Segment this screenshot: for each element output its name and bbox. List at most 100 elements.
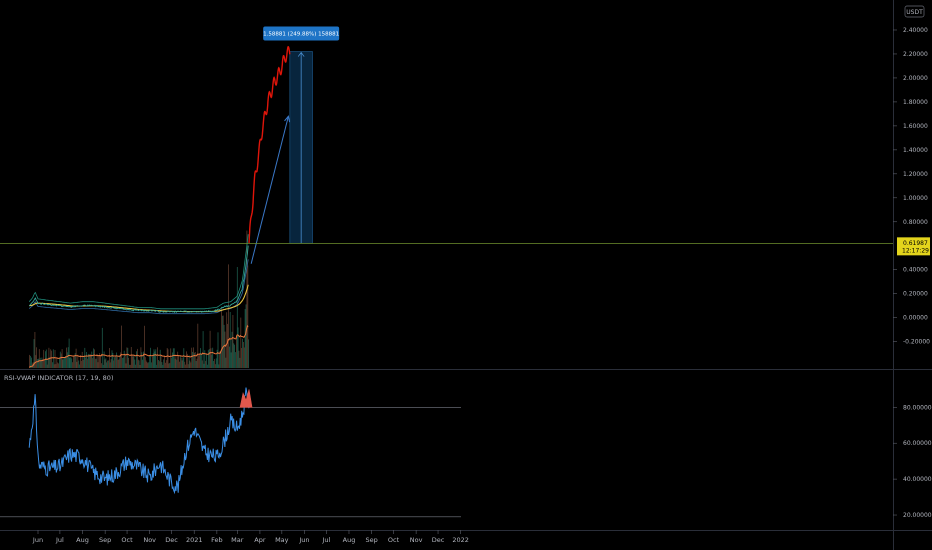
volume-bar (179, 361, 180, 368)
volume-bar (153, 349, 155, 368)
volume-bar (40, 361, 42, 368)
volume-bar (37, 359, 38, 368)
volume-bar (179, 355, 181, 368)
price-axis-ticks[interactable]: 2.40000 2.20000 2.00000 1.80000 1.60000 1.400… (893, 27, 930, 346)
volume-bar (101, 327, 103, 368)
volume-bar (172, 348, 174, 368)
volume-bar (171, 357, 172, 368)
time-tick-label: Feb (211, 536, 223, 544)
volume-bar (91, 351, 93, 368)
volume-bar (111, 350, 113, 368)
currency-badge[interactable] (904, 5, 925, 18)
volume-bar (196, 358, 198, 368)
volume-bar (195, 361, 197, 368)
volume-bar (138, 360, 140, 368)
volume-bar (197, 323, 199, 368)
volume-bar (169, 362, 171, 368)
volume-bar (132, 356, 134, 368)
indicator-axis-ticks[interactable]: 80.00000 60.00000 40.00000 20.00000 (893, 404, 932, 519)
volume-bar (117, 359, 119, 368)
volume-bar (86, 352, 87, 368)
volume-bar (114, 357, 115, 368)
volume-bar (107, 360, 108, 368)
time-tick-label: 2021 (186, 536, 203, 544)
volume-bar (65, 356, 66, 368)
volume-bar (248, 339, 249, 368)
volume-bar (164, 355, 165, 368)
volume-bar (136, 351, 137, 368)
volume-bar (38, 358, 39, 368)
volume-bar (216, 349, 218, 368)
volume-bar (53, 364, 55, 368)
volume-bar (167, 349, 169, 368)
volume-bar (152, 353, 154, 368)
volume-bar (200, 348, 201, 368)
volume-bar (213, 361, 214, 368)
time-tick-label: May (275, 536, 289, 544)
volume-bar (186, 353, 188, 368)
volume-bar (207, 350, 209, 368)
volume-bar (162, 364, 164, 368)
volume-bar (100, 356, 101, 368)
time-tick-label: Dec (165, 536, 178, 544)
volume-bar (134, 359, 136, 368)
volume-bar (99, 353, 101, 368)
indicator-title[interactable]: RSI-VWAP INDICATOR (17, 19, 80) (4, 374, 113, 382)
volume-bar (43, 349, 45, 368)
volume-bar (131, 354, 133, 368)
volume-bar (215, 364, 216, 368)
volume-bar (118, 359, 120, 368)
projection-arrow[interactable] (250, 116, 289, 264)
volume-bar (225, 357, 227, 368)
volume-bar (221, 307, 222, 368)
volume-bar (137, 348, 138, 368)
price-tick-label: 1.40000 (903, 147, 928, 154)
price-tick-label: 1.20000 (903, 171, 928, 178)
projection-red-path[interactable] (248, 46, 291, 244)
volume-bar (149, 355, 151, 368)
volume-bar (191, 347, 193, 368)
volume-bar (246, 230, 248, 368)
volume-bar (73, 355, 75, 368)
volume-bar (215, 358, 217, 368)
volume-bar (79, 364, 80, 368)
volume-bar (123, 357, 124, 368)
volume-bar (155, 349, 157, 368)
volume-bar (212, 347, 214, 368)
volume-bar (219, 351, 221, 368)
volume-bar (239, 357, 241, 368)
time-tick-label: Jun (298, 536, 309, 544)
volume-bar (174, 358, 176, 368)
volume-bar (218, 364, 220, 368)
indicator-tick-label: 80.00000 (903, 404, 932, 411)
volume-bar (231, 331, 233, 368)
volume-bar (206, 354, 207, 368)
volume-bar (113, 360, 115, 368)
price-tick-label: 2.20000 (903, 51, 928, 58)
upper-band-line (28, 234, 249, 310)
volume-bar (208, 349, 210, 368)
volume-bar (93, 348, 94, 368)
volume-bar (44, 360, 45, 368)
volume-bar (172, 352, 173, 368)
time-tick-label: Jul (321, 536, 330, 544)
volume-bar (233, 343, 235, 368)
volume-bar (78, 360, 80, 368)
rsi-line (28, 387, 250, 495)
volume-bar (83, 356, 85, 368)
volume-bar (156, 364, 158, 368)
volume-bar (198, 355, 200, 368)
volume-bar (130, 347, 132, 368)
volume-bar (66, 352, 68, 368)
rsi-overbought-fill (239, 389, 253, 408)
current-price-badge (897, 237, 930, 256)
volume-bar (63, 358, 65, 368)
time-axis-ticks[interactable]: Jun Jul Aug Sep Oct Nov Dec 2021 Feb Mar Apr May Jun… (32, 530, 469, 544)
volume-bar (222, 315, 224, 368)
volume-bar (120, 352, 122, 368)
volume-bar (139, 365, 141, 368)
volume-bar (220, 351, 221, 368)
volume-bar (68, 338, 70, 368)
price-tick-label: 2.40000 (903, 27, 928, 34)
